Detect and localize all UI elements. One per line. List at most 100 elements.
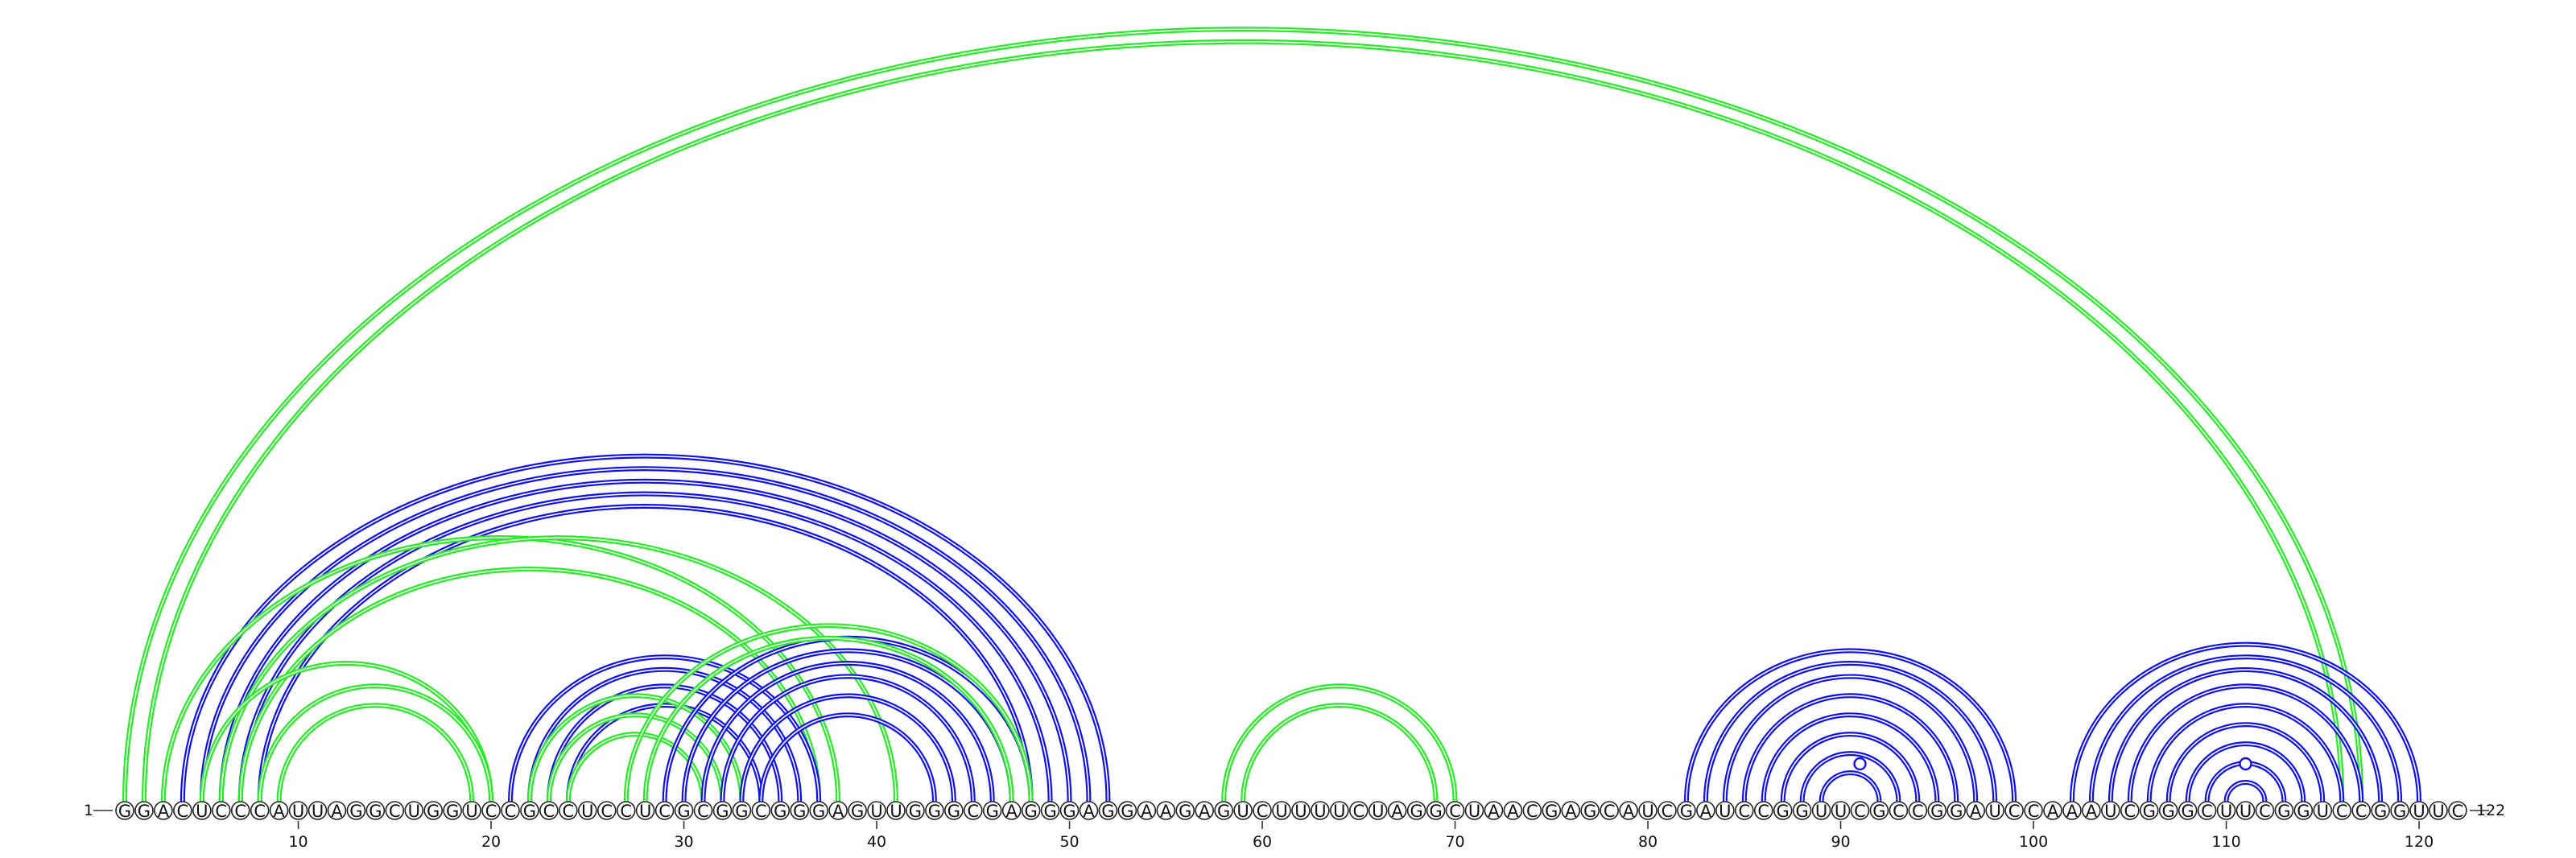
nucleotide: U — [2235, 801, 2256, 821]
base-pair-arc-core — [124, 28, 2362, 802]
nucleotide: C — [173, 801, 192, 821]
nucleotide: C — [2255, 801, 2275, 821]
nucleotide-circle — [1503, 801, 1523, 820]
nucleotide-letter: C — [234, 802, 246, 821]
nucleotide: G — [115, 801, 134, 821]
nucleotide: U — [288, 801, 308, 821]
base-pair-arc — [2146, 703, 2345, 802]
nucleotide-circle — [674, 801, 694, 820]
nucleotide: G — [365, 801, 386, 821]
nucleotide-circle — [230, 801, 250, 820]
base-pair-arc-core — [2091, 656, 2401, 802]
nucleotide: U — [1311, 801, 1330, 821]
nucleotide: C — [964, 801, 983, 821]
nucleotide: G — [1792, 801, 1812, 821]
nucleotide-circle — [1677, 801, 1696, 820]
nucleotide-circle — [2197, 801, 2217, 820]
nucleotide-letter: A — [1199, 802, 1211, 821]
base-pair-arc-core — [201, 662, 492, 802]
nucleotide-letter: C — [563, 802, 575, 821]
nucleotide: A — [1503, 801, 1523, 821]
nucleotide: C — [597, 801, 617, 821]
base-pair-arc — [122, 27, 2364, 802]
nucleotide-letter: U — [2413, 802, 2425, 821]
base-pair-arc-core — [760, 714, 935, 802]
nucleotide-circle — [1079, 801, 1099, 820]
nucleotide-letter: G — [1429, 802, 1442, 821]
base-pair-arc — [758, 712, 937, 802]
base-pair-arc-core — [510, 656, 819, 802]
nucleotide: U — [1330, 801, 1349, 821]
nucleotide-letter: C — [697, 802, 709, 821]
nucleotide-circle — [1946, 801, 1967, 820]
nucleotide-circle — [770, 801, 791, 820]
nucleotide-circle — [1966, 801, 1985, 820]
nucleotide-letter: G — [118, 802, 131, 821]
nucleotide: C — [1908, 801, 1928, 821]
nucleotide: C — [211, 801, 231, 821]
nucleotide-letter: U — [2104, 802, 2116, 821]
nucleotide-circle — [2043, 801, 2062, 820]
nucleotide: A — [2062, 801, 2082, 821]
nucleotide: G — [1059, 801, 1080, 821]
nucleotide: C — [1253, 801, 1272, 821]
nucleotide-circle — [443, 801, 462, 820]
nucleotide: A — [1387, 801, 1407, 821]
nucleotide-circle — [1542, 801, 1562, 820]
nucleotide-letter: C — [1257, 802, 1269, 821]
nucleotide-circle — [1001, 801, 1022, 820]
position-tick-label: 60 — [1253, 833, 1272, 851]
nucleotide: G — [520, 801, 539, 821]
helix-3 — [160, 535, 898, 802]
nucleotide-circle — [1040, 801, 1060, 820]
nucleotide: U — [2313, 801, 2333, 821]
nucleotide-letter: U — [581, 802, 593, 821]
nucleotide: G — [674, 801, 694, 821]
nucleotide: G — [1946, 801, 1967, 821]
nucleotide-circle — [577, 801, 597, 820]
nucleotide-letter: G — [427, 802, 440, 821]
nucleotide-circle — [1773, 801, 1793, 820]
nucleotide-letter: G — [716, 802, 729, 821]
base-pair-arc-core — [2225, 782, 2266, 802]
nucleotide-letter: U — [2220, 802, 2232, 821]
nucleotide-circle — [1021, 801, 1041, 820]
nucleotide-circle — [1406, 801, 1426, 820]
base-pair-arc-core — [644, 637, 1013, 802]
nucleotide-letter: G — [793, 802, 806, 821]
base-pair-arc-core — [1801, 753, 1900, 802]
nucleotide-letter: C — [1449, 802, 1461, 821]
base-pair-arc — [257, 504, 1034, 802]
nucleotide: C — [693, 801, 713, 821]
nucleotide-circle — [1233, 801, 1253, 820]
nucleotide-letter: A — [1392, 802, 1404, 821]
nucleotide-letter: C — [2008, 802, 2021, 821]
nucleotide: A — [1966, 801, 1985, 821]
nucleotide-letter: U — [1468, 802, 1480, 821]
nucleotide: G — [944, 801, 964, 821]
nucleotide-circle — [1175, 801, 1195, 820]
nucleotide-letter: C — [177, 802, 189, 821]
loop-marker — [2239, 757, 2252, 771]
nucleotide-circle — [115, 801, 134, 820]
nucleotide-circle — [1600, 801, 1619, 820]
nucleotide-circle — [539, 801, 559, 820]
nucleotide-letter: G — [1583, 802, 1596, 821]
nucleotide: G — [2274, 801, 2294, 821]
nucleotide-circle — [635, 801, 655, 820]
nucleotide-circle — [1522, 801, 1542, 820]
position-tick-label: 30 — [674, 833, 693, 851]
nucleotide-letter: U — [1294, 802, 1307, 821]
nucleotide-circle — [2158, 801, 2178, 820]
nucleotide: G — [443, 801, 462, 821]
nucleotide-circle — [1869, 801, 1889, 820]
nucleotide-letter: G — [1950, 802, 1963, 821]
nucleotide-letter: A — [1141, 802, 1153, 821]
nucleotide: U — [1291, 801, 1311, 821]
nucleotide-letter: G — [349, 802, 362, 821]
nucleotide-circle — [1214, 801, 1233, 820]
nucleotide-letter: C — [2259, 802, 2271, 821]
nucleotide-letter: G — [523, 802, 536, 821]
nucleotide-letter: G — [947, 802, 960, 821]
